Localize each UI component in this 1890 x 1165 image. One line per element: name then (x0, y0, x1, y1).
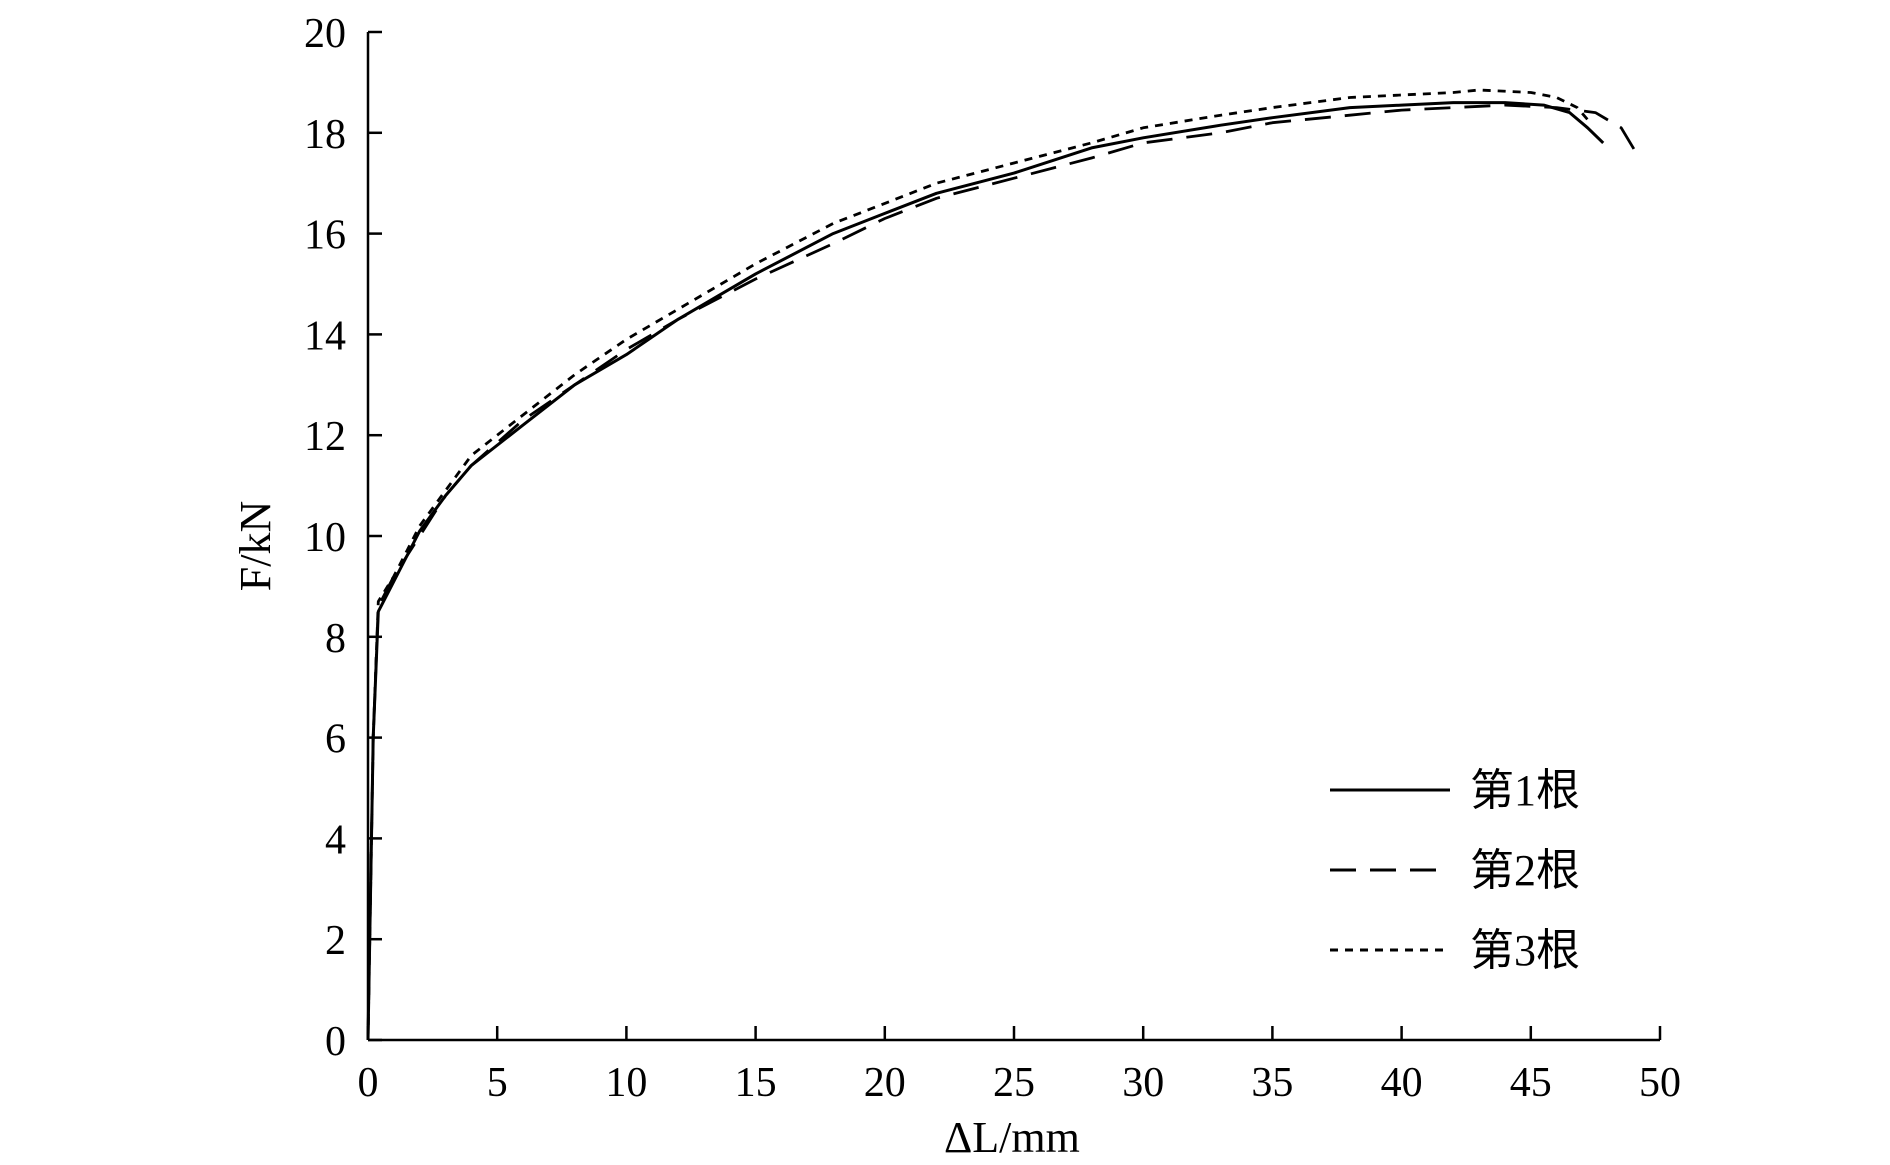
y-tick-label: 20 (304, 11, 346, 57)
y-tick-label: 4 (325, 817, 346, 863)
legend-label-1: 第1根 (1470, 766, 1580, 815)
y-axis-title: F/kN (231, 501, 280, 591)
x-tick-label: 20 (864, 1060, 906, 1106)
series-layer (366, 88, 1641, 1041)
series-line-2 (366, 103, 1641, 1041)
y-tick-label: 18 (304, 112, 346, 158)
series-line-1 (366, 101, 1605, 1041)
x-tick-label: 0 (358, 1060, 379, 1106)
y-tick-label: 2 (325, 918, 346, 964)
x-tick-label: 50 (1639, 1060, 1681, 1106)
y-tick-label: 0 (325, 1019, 346, 1065)
y-tick-label: 8 (325, 616, 346, 662)
x-tick-label: 45 (1510, 1060, 1552, 1106)
x-tick-label: 40 (1381, 1060, 1423, 1106)
x-tick-label: 5 (487, 1060, 508, 1106)
x-axis-title: ΔL/mm (944, 1113, 1080, 1162)
series-line-3 (366, 88, 1592, 1041)
x-tick-label: 30 (1122, 1060, 1164, 1106)
x-tick-label: 10 (605, 1060, 647, 1106)
axes: 0 5 10 15 20 25 30 35 40 45 50 0 2 4 6 8 10 12 14 16 18 20 (304, 11, 1681, 1106)
y-tick-label: 14 (304, 313, 346, 359)
legend-label-2: 第2根 (1470, 846, 1580, 895)
y-tick-label: 12 (304, 414, 346, 460)
y-tick-label: 16 (304, 213, 346, 259)
legend-label-3: 第3根 (1470, 926, 1580, 975)
y-tick-label: 6 (325, 717, 346, 763)
x-tick-label: 15 (735, 1060, 777, 1106)
x-tick-label: 25 (993, 1060, 1035, 1106)
y-tick-label: 10 (304, 515, 346, 561)
x-tick-label: 35 (1251, 1060, 1293, 1106)
